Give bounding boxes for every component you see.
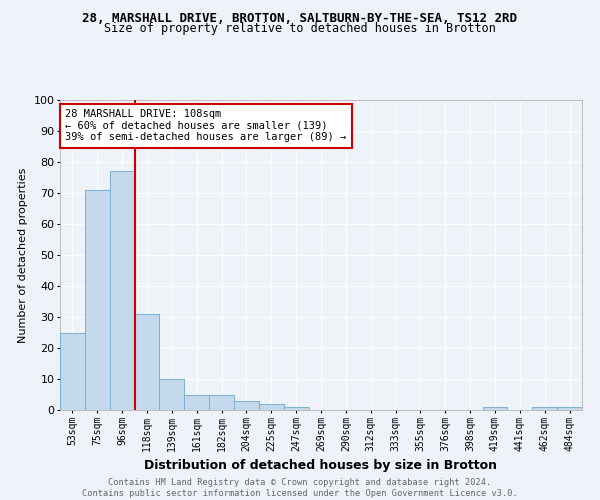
Bar	[110, 172, 134, 410]
Text: Contains HM Land Registry data © Crown copyright and database right 2024.
Contai: Contains HM Land Registry data © Crown c…	[82, 478, 518, 498]
Bar	[259, 404, 284, 410]
Bar	[160, 379, 184, 410]
Text: 28 MARSHALL DRIVE: 108sqm
← 60% of detached houses are smaller (139)
39% of semi: 28 MARSHALL DRIVE: 108sqm ← 60% of detac…	[65, 110, 346, 142]
Bar	[209, 394, 234, 410]
Bar	[234, 400, 259, 410]
Bar	[85, 190, 110, 410]
Bar	[482, 407, 508, 410]
Bar	[60, 332, 85, 410]
Y-axis label: Number of detached properties: Number of detached properties	[18, 168, 28, 342]
Bar	[284, 407, 308, 410]
Bar	[532, 407, 557, 410]
Bar	[184, 394, 209, 410]
Text: Size of property relative to detached houses in Brotton: Size of property relative to detached ho…	[104, 22, 496, 35]
Bar	[134, 314, 160, 410]
Bar	[557, 407, 582, 410]
X-axis label: Distribution of detached houses by size in Brotton: Distribution of detached houses by size …	[145, 459, 497, 472]
Text: 28, MARSHALL DRIVE, BROTTON, SALTBURN-BY-THE-SEA, TS12 2RD: 28, MARSHALL DRIVE, BROTTON, SALTBURN-BY…	[83, 12, 517, 26]
